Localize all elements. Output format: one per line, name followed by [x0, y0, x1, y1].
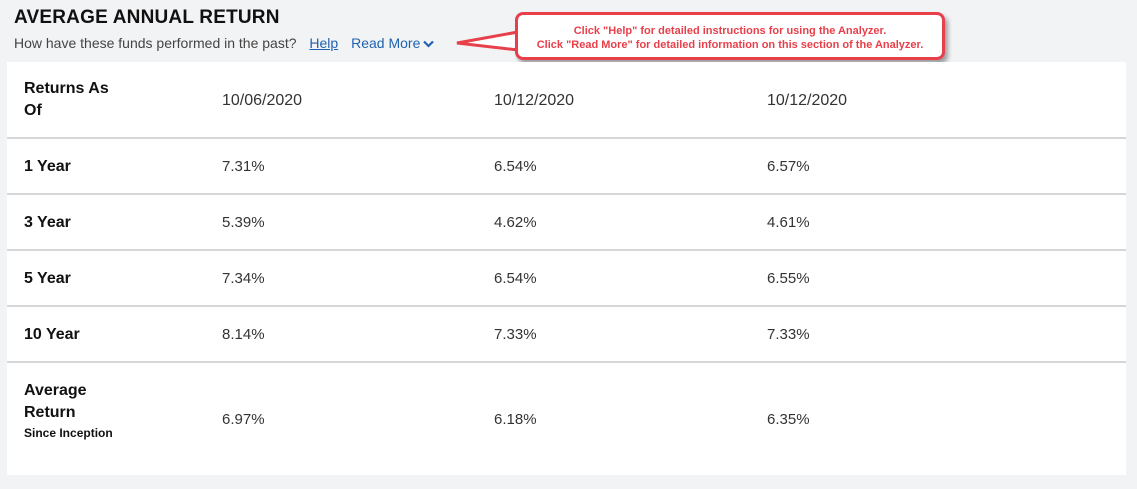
cell: 4.62% [494, 214, 537, 231]
help-link[interactable]: Help [309, 35, 339, 51]
returns-as-of-label: Returns As Of [24, 80, 109, 119]
cell: 6.57% [767, 158, 810, 175]
cell: 6.35% [767, 411, 810, 428]
row-label: Average Return Since Inception [24, 380, 114, 442]
row-label: 10 Year [24, 326, 80, 343]
callout-line-1: Click "Help" for detailed instructions f… [573, 25, 887, 37]
row-label: 3 Year [24, 214, 71, 231]
cell: 7.31% [222, 158, 265, 175]
cell: 6.97% [222, 411, 265, 428]
table-row: 3 Year 5.39% 4.62% 4.61% [7, 195, 1126, 251]
subtitle-text: How have these funds performed in the pa… [14, 35, 297, 51]
table-header-row: Returns As Of 10/06/2020 10/12/2020 10/1… [7, 62, 1126, 139]
date-col-1: 10/06/2020 [222, 92, 303, 109]
average-return-label: Average Return [24, 382, 87, 421]
cell: 8.14% [222, 326, 265, 343]
cell: 6.54% [494, 158, 537, 175]
cell: 7.34% [222, 270, 265, 287]
callout-line-2: Click "Read More" for detailed informati… [536, 39, 924, 51]
date-col-2: 10/12/2020 [494, 92, 575, 109]
returns-table: Returns As Of 10/06/2020 10/12/2020 10/1… [7, 62, 1126, 475]
row-label: 1 Year [24, 158, 71, 175]
cell: 7.33% [494, 326, 537, 343]
section-title: AVERAGE ANNUAL RETURN [14, 7, 280, 28]
help-callout: Click "Help" for detailed instructions f… [515, 12, 945, 60]
read-more-link[interactable]: Read More [351, 35, 435, 51]
cell: 4.61% [767, 214, 810, 231]
section-subtitle: How have these funds performed in the pa… [14, 35, 435, 51]
cell: 6.18% [494, 411, 537, 428]
cell: 6.54% [494, 270, 537, 287]
cell: 7.33% [767, 326, 810, 343]
date-col-3: 10/12/2020 [767, 92, 848, 109]
row-label: 5 Year [24, 270, 71, 287]
chevron-down-icon [423, 40, 435, 48]
table-row: Average Return Since Inception 6.97% 6.1… [7, 363, 1126, 475]
table-row: 1 Year 7.31% 6.54% 6.57% [7, 139, 1126, 195]
cell: 5.39% [222, 214, 265, 231]
read-more-label: Read More [351, 35, 421, 51]
cell: 6.55% [767, 270, 810, 287]
since-inception-label: Since Inception [24, 426, 113, 440]
table-row: 5 Year 7.34% 6.54% 6.55% [7, 251, 1126, 307]
table-row: 10 Year 8.14% 7.33% 7.33% [7, 307, 1126, 363]
